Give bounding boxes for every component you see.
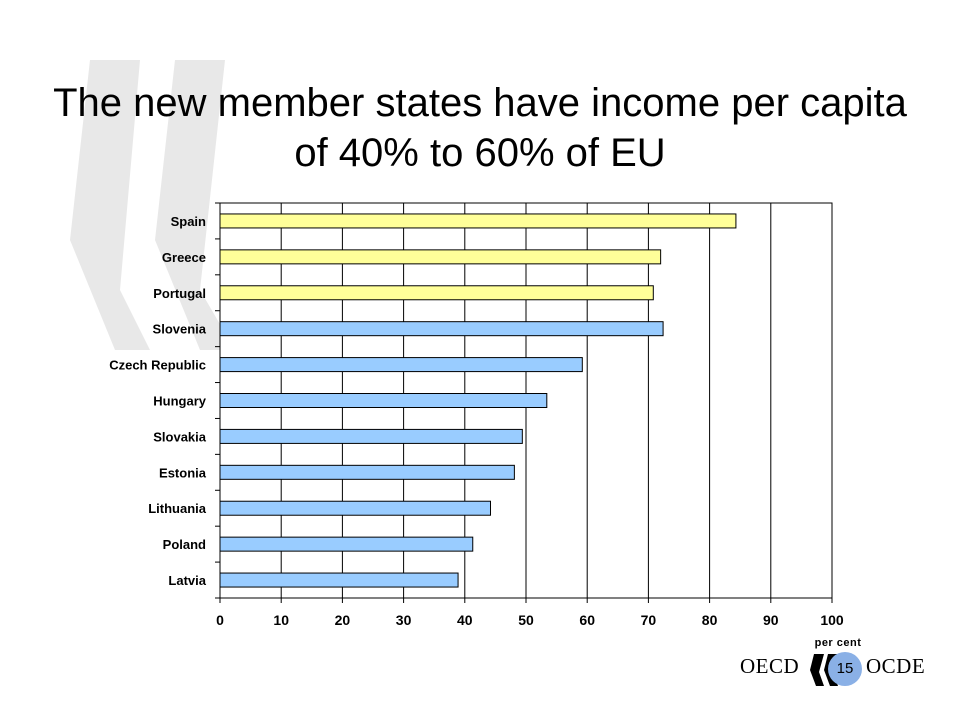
category-label: Slovakia: [153, 429, 207, 444]
category-label: Lithuania: [148, 501, 207, 516]
page-number-badge: 15: [828, 652, 862, 686]
x-tick-label: 60: [579, 612, 595, 628]
x-tick-label: 70: [641, 612, 657, 628]
logo-text-right: OCDE: [866, 654, 926, 678]
x-tick-label: 100: [820, 612, 844, 628]
logo-text-left: OECD: [740, 654, 800, 678]
category-label: Estonia: [159, 465, 207, 480]
bar-lithuania: [219, 500, 492, 516]
category-label: Greece: [162, 250, 206, 265]
bar-slovenia: [219, 321, 664, 337]
x-tick-label: 90: [763, 612, 779, 628]
bar-greece: [219, 249, 662, 265]
bar-hungary: [219, 393, 548, 408]
x-tick-label: 50: [518, 612, 534, 628]
category-label: Czech Republic: [109, 358, 206, 373]
bar-spain: [219, 213, 737, 229]
category-label: Slovenia: [153, 322, 207, 337]
bar-slovakia: [219, 428, 523, 444]
category-label: Hungary: [153, 394, 207, 409]
bar-latvia: [219, 572, 459, 588]
slide-title: The new member states have income per ca…: [53, 81, 907, 175]
category-label: Poland: [163, 537, 206, 552]
bar-czech-republic: [219, 357, 583, 373]
category-label: Spain: [171, 214, 206, 229]
x-tick-label: 0: [216, 612, 224, 628]
bar-estonia: [219, 464, 515, 480]
x-axis-label: per cent: [815, 637, 862, 649]
bar-poland: [219, 536, 474, 552]
x-tick-label: 20: [335, 612, 351, 628]
category-label: Latvia: [168, 573, 206, 588]
x-tick-label: 10: [273, 612, 289, 628]
x-tick-label: 30: [396, 612, 412, 628]
category-label: Portugal: [153, 286, 206, 301]
bar-portugal: [219, 285, 654, 301]
x-tick-label: 40: [457, 612, 473, 628]
x-tick-label: 80: [702, 612, 718, 628]
